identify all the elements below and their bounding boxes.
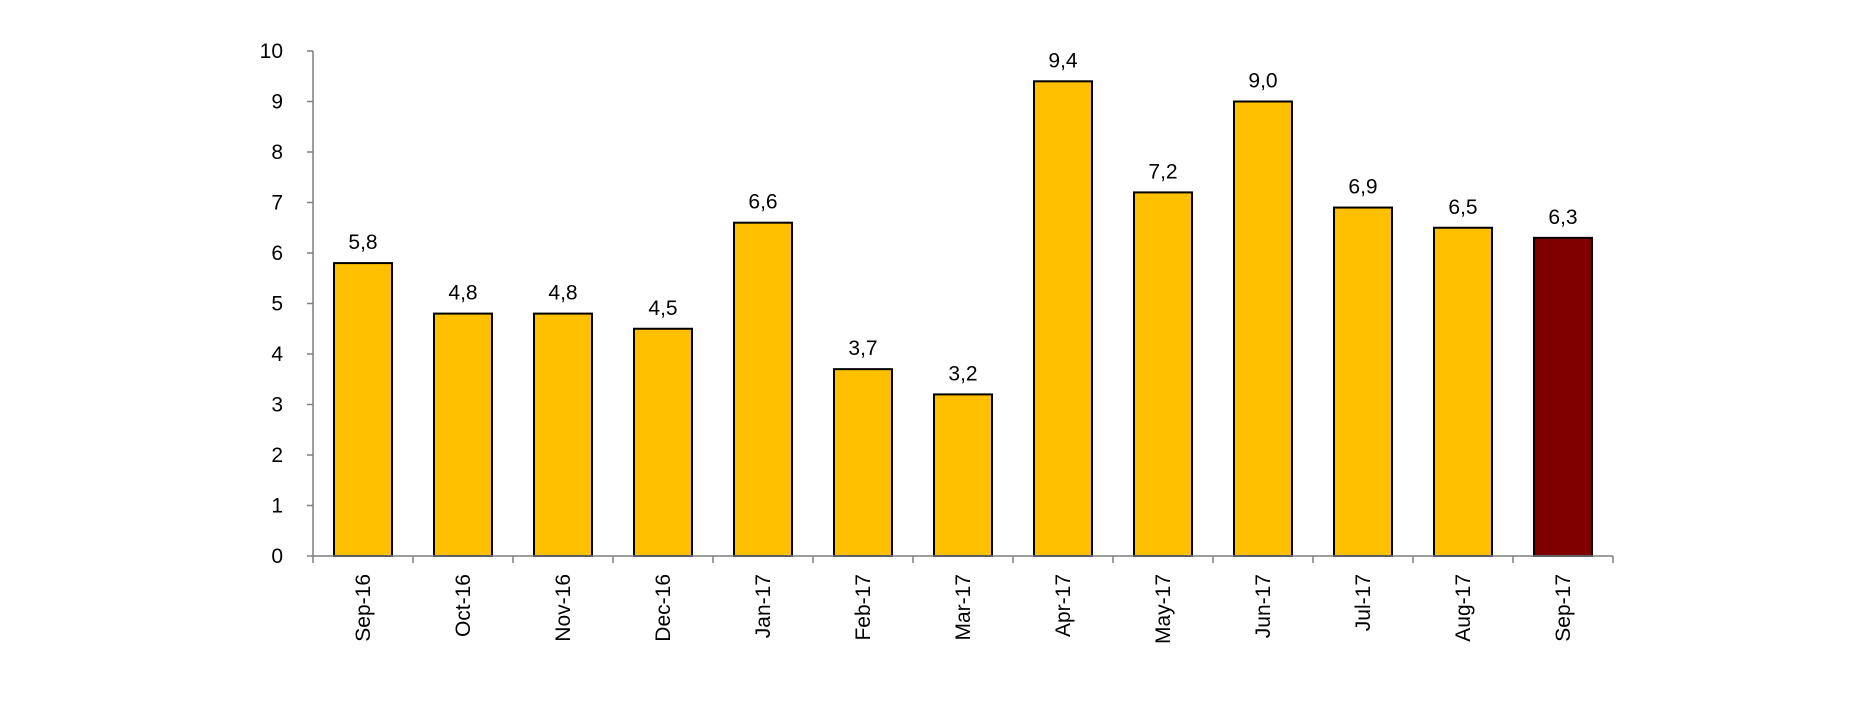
bar-sep-16	[333, 262, 393, 557]
x-tick-label-nov-16: Nov-16	[552, 574, 575, 642]
bars: 5,8 4,8 4,8 4,5 6,6 3,7 3,2 9,4 7,2 9,0 6,9 6,5 6,3	[333, 49, 1593, 558]
bar-jun-17	[1233, 100, 1293, 557]
x-tick-label-sep-17: Sep-17	[1552, 574, 1575, 642]
bar-nov-16	[533, 312, 593, 557]
bar-oct-16	[433, 312, 493, 557]
x-tick-label-jan-17: Jan-17	[752, 574, 775, 638]
y-tick-label: 0	[271, 545, 283, 568]
y-tick-label: 1	[271, 495, 283, 518]
bar-aug-17	[1433, 226, 1493, 557]
x-tick-label-apr-17: Apr-17	[1052, 574, 1075, 637]
x-tick-label-oct-16: Oct-16	[452, 574, 475, 637]
bar-sep-17	[1533, 236, 1593, 557]
data-label-jan-17: 6,6	[748, 191, 777, 214]
bar-jul-17	[1333, 206, 1393, 558]
data-label-apr-17: 9,4	[1048, 49, 1078, 72]
data-label-jul-17: 6,9	[1348, 176, 1377, 199]
x-axis: Sep-16 Oct-16 Nov-16 Dec-16 Jan-17 Feb-17 Mar-…	[312, 555, 1614, 644]
bar-may-17	[1133, 191, 1193, 557]
data-label-aug-17: 6,5	[1448, 196, 1477, 219]
y-tick-label: 8	[271, 141, 283, 164]
x-tick-label-sep-16: Sep-16	[352, 574, 375, 642]
x-tick-label-feb-17: Feb-17	[852, 574, 875, 641]
y-tick-label: 10	[260, 40, 283, 63]
x-tick-label-jul-17: Jul-17	[1352, 574, 1375, 631]
data-label-mar-17: 3,2	[948, 362, 977, 385]
data-label-jun-17: 9,0	[1248, 70, 1277, 93]
y-tick-label: 3	[271, 394, 283, 417]
x-tick-label-jun-17: Jun-17	[1252, 574, 1275, 638]
y-tick-label: 7	[271, 192, 283, 215]
y-tick-label: 4	[271, 343, 283, 366]
x-tick-label-mar-17: Mar-17	[952, 574, 975, 641]
data-label-sep-17: 6,3	[1548, 206, 1577, 229]
data-label-feb-17: 3,7	[848, 337, 877, 360]
bar-apr-17	[1033, 80, 1093, 558]
data-label-may-17: 7,2	[1148, 160, 1177, 183]
x-tick-label-aug-17: Aug-17	[1452, 574, 1475, 642]
bar-mar-17	[933, 393, 993, 557]
data-label-dec-16: 4,5	[648, 297, 677, 320]
y-tick-label: 2	[271, 444, 283, 467]
y-tick-label: 9	[271, 91, 283, 114]
x-tick-label-may-17: May-17	[1152, 574, 1175, 644]
bar-jan-17	[733, 221, 793, 557]
y-tick-label: 5	[271, 293, 283, 316]
data-label-nov-16: 4,8	[548, 282, 577, 305]
data-label-sep-16: 5,8	[348, 231, 377, 254]
bar-feb-17	[833, 368, 893, 557]
x-tick-label-dec-16: Dec-16	[652, 574, 675, 642]
data-label-oct-16: 4,8	[448, 282, 477, 305]
y-axis: 0 1 2 3 4 5 6 7 8 9 10	[260, 40, 314, 568]
y-tick-label: 6	[271, 242, 283, 265]
bar-dec-16	[633, 327, 693, 557]
